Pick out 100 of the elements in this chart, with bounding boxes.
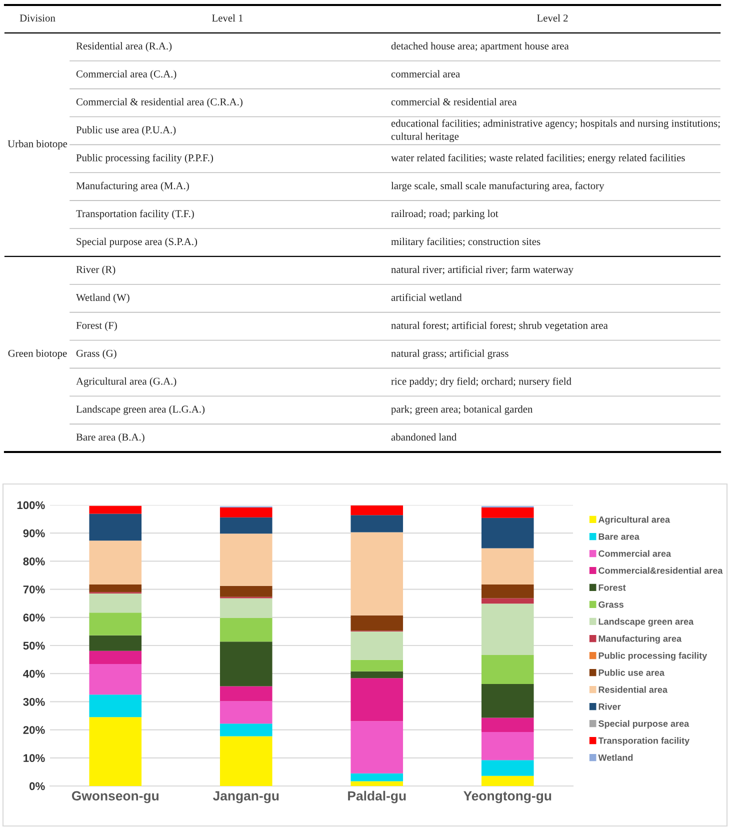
text: Transportation facility (T.F.): [76, 210, 194, 220]
text: natural grass; artificial grass: [391, 349, 508, 360]
bar: [220, 736, 272, 786]
text: Commercial & residential area (C.R.A.): [76, 98, 242, 108]
y-tick-label: 70%: [23, 586, 45, 594]
text: Agricultural area (G.A.): [76, 377, 176, 387]
text: Public use area (P.U.A.): [76, 126, 176, 136]
legend-label: Wetland: [598, 754, 633, 761]
bar: [220, 517, 272, 534]
text: water related facilities; waste related facilities; energy related facilities: [391, 154, 685, 164]
bar: [481, 776, 534, 786]
category-label: Division: [20, 14, 56, 22]
bar: [481, 732, 534, 760]
bar: [89, 584, 142, 592]
bar: [350, 671, 404, 678]
legend-label: Residential area: [598, 686, 668, 693]
legend-label: Agricultural area: [598, 516, 670, 525]
legend-label: Special purpose area: [598, 720, 690, 729]
text: Green biotope: [8, 349, 67, 359]
text: commercial & residential area: [391, 98, 517, 106]
text: natural forest; artificial forest; shrub vegetation area: [391, 321, 608, 332]
bar: [89, 635, 142, 651]
legend-label: Forest: [598, 584, 626, 591]
text: commercial area: [391, 70, 460, 78]
category-label: Level 2: [537, 14, 568, 22]
bar: [481, 548, 534, 585]
bar: [220, 686, 272, 702]
y-tick-label: 0%: [30, 782, 45, 790]
text: railroad; road; parking lot: [391, 210, 498, 220]
bar: [350, 532, 404, 616]
bar: [220, 586, 272, 597]
x-tick-label: Yeongtong-gu: [464, 791, 552, 804]
text: Grass (G): [76, 349, 116, 359]
bar: [89, 664, 142, 695]
text: abandoned land: [391, 433, 457, 441]
text: educational facilities; administrative agency; hospitals and nursing institutions; cultural heritage: [391, 119, 720, 142]
text: artificial wetland: [391, 294, 462, 301]
bar: [220, 534, 272, 586]
legend-label: River: [598, 703, 621, 710]
text: Commercial area (C.A.): [76, 70, 176, 80]
bar: [350, 660, 404, 672]
text: natural river; artificial river; farm waterway: [391, 266, 574, 276]
legend-label: Bare area: [598, 533, 640, 540]
y-tick-label: 90%: [23, 529, 45, 538]
legend-label: Public processing facility: [598, 652, 708, 661]
legend-label: Landscape green area: [598, 618, 694, 627]
bar: [89, 514, 142, 541]
bar: [350, 506, 404, 516]
text: park; green area; botanical garden: [391, 405, 533, 415]
bar: [89, 717, 142, 786]
bar: [481, 584, 534, 598]
bar: [89, 506, 142, 514]
text: rice paddy; dry field; orchard; nursery field: [391, 377, 572, 387]
text: large scale, small scale manufacturing area, factory: [391, 182, 604, 192]
bar: [481, 508, 534, 518]
bar: [220, 701, 272, 724]
y-tick-label: 20%: [23, 726, 45, 734]
bar: [220, 618, 272, 642]
legend-label: Commercial&residential area: [598, 567, 723, 574]
bar: [350, 721, 404, 774]
bar: [481, 760, 534, 776]
x-tick-label: Gwonseon-gu: [72, 791, 158, 804]
y-tick-label: 100%: [17, 501, 45, 510]
text: Residential area (R.A.): [76, 42, 172, 52]
bar: [350, 615, 404, 631]
legend-label: Transporation facility: [598, 737, 690, 746]
text: military facilities; construction sites: [391, 238, 540, 248]
y-tick-label: 50%: [23, 642, 45, 650]
text: Special purpose area (S.P.A.): [76, 238, 198, 248]
bar: [350, 678, 404, 722]
bar: [89, 540, 142, 585]
bar: [89, 694, 142, 718]
text: Urban biotope: [8, 140, 68, 150]
text: Landscape green area (L.G.A.): [76, 405, 205, 415]
text: Wetland (W): [76, 294, 130, 304]
bar: [481, 518, 534, 548]
bar: [89, 650, 142, 664]
legend-label: Manufacturing area: [598, 635, 682, 644]
y-tick-label: 30%: [23, 698, 45, 706]
text: Bare area (B.A.): [76, 433, 144, 443]
y-tick-label: 40%: [23, 670, 45, 678]
bar: [350, 781, 404, 786]
x-tick-label: Paldal-gu: [348, 790, 406, 804]
text: Forest (F): [76, 322, 117, 332]
category-label: Level 1: [212, 14, 243, 22]
bar: [481, 655, 534, 684]
legend-label: Public use area: [598, 669, 665, 676]
bar: [481, 718, 534, 732]
bar: [220, 642, 272, 686]
y-tick-label: 10%: [24, 754, 45, 762]
bar: [89, 612, 142, 636]
text: Public processing facility (P.P.F.): [76, 154, 214, 164]
bar: [220, 724, 272, 736]
legend-label: Commercial area: [598, 550, 672, 557]
bar: [220, 508, 272, 518]
bar: [481, 684, 534, 718]
bar: [220, 598, 272, 618]
bar: [350, 773, 404, 782]
bar: [350, 631, 404, 660]
text: River (R): [76, 266, 116, 276]
